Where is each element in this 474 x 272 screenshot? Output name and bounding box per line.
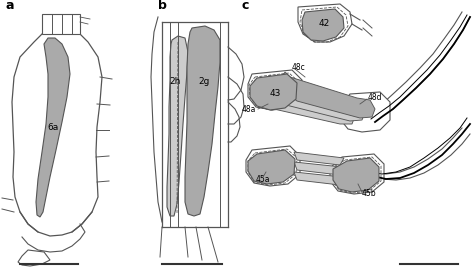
Text: 48c: 48c [292, 63, 306, 72]
Polygon shape [340, 92, 390, 132]
Text: 42: 42 [319, 20, 329, 29]
Polygon shape [252, 80, 355, 124]
Text: 2g: 2g [198, 78, 210, 86]
Text: c: c [242, 0, 249, 12]
Polygon shape [294, 172, 342, 185]
Polygon shape [280, 72, 375, 118]
Polygon shape [248, 70, 302, 110]
Polygon shape [266, 75, 365, 121]
Polygon shape [248, 150, 295, 184]
Polygon shape [302, 9, 344, 41]
Text: 45b: 45b [362, 190, 377, 199]
Polygon shape [18, 250, 50, 266]
Polygon shape [36, 38, 70, 217]
Polygon shape [298, 4, 352, 42]
Polygon shape [185, 26, 220, 216]
Text: 48a: 48a [242, 104, 256, 113]
Polygon shape [330, 154, 384, 194]
Text: 43: 43 [269, 88, 281, 97]
Polygon shape [294, 152, 344, 165]
Text: 48d: 48d [368, 92, 383, 101]
Polygon shape [167, 36, 188, 216]
Text: a: a [6, 0, 15, 12]
Text: 45a: 45a [256, 175, 270, 184]
Text: b: b [158, 0, 167, 12]
Text: 2h: 2h [169, 78, 181, 86]
Polygon shape [246, 146, 300, 186]
Polygon shape [42, 14, 80, 34]
Polygon shape [250, 74, 297, 110]
Text: 6a: 6a [47, 122, 59, 131]
Polygon shape [333, 158, 379, 192]
Polygon shape [294, 162, 342, 175]
